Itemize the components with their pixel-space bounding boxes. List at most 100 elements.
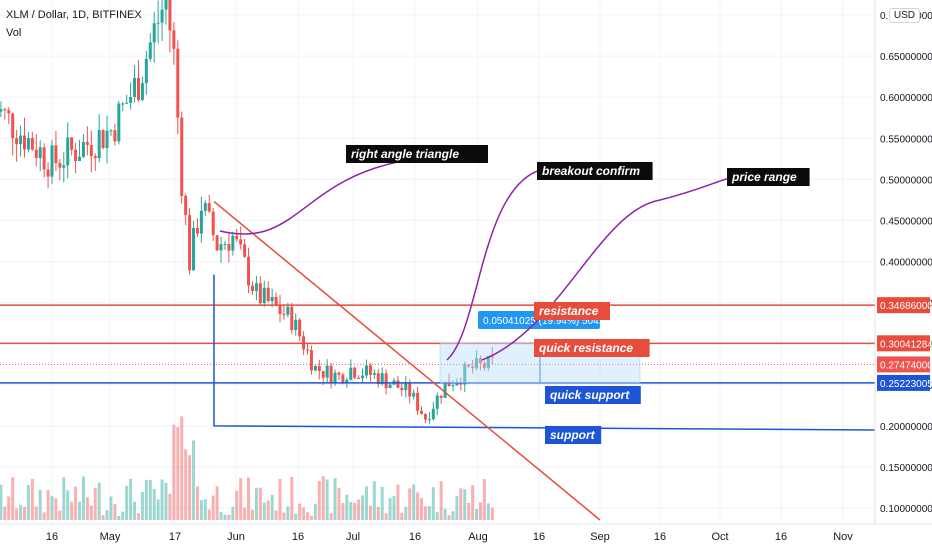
price-axis[interactable]: 0.700000000.650000000.600000000.55000000…: [874, 0, 932, 550]
time-tick-label: 17: [169, 531, 181, 543]
candle-body: [30, 137, 34, 150]
candle-body: [239, 239, 243, 245]
candle-body: [349, 367, 353, 380]
volume-bar: [274, 510, 278, 520]
volume-bar: [420, 498, 424, 520]
volume-bar: [408, 488, 412, 520]
measure-tooltip-text: 0.05041025 (19.94%) 5041025: [483, 316, 621, 327]
candle-body: [66, 137, 70, 166]
volume-bar: [467, 502, 471, 520]
candle-body: [475, 358, 479, 369]
range-label: price range: [731, 170, 797, 184]
volume-bar: [490, 507, 494, 520]
volume-bar: [435, 512, 439, 520]
candle-body: [353, 367, 357, 378]
candle-body: [81, 141, 85, 157]
volume-bar: [475, 508, 479, 520]
volume-bar: [34, 506, 38, 520]
volume-bar: [361, 495, 365, 520]
volume-bar: [247, 477, 251, 520]
candle-body: [160, 9, 164, 23]
volume-bar: [168, 493, 172, 520]
candle-body: [345, 379, 349, 384]
volume-bars: [0, 416, 494, 520]
candle-body: [113, 130, 117, 142]
volume-bar: [211, 495, 215, 520]
candle-body: [152, 23, 156, 43]
volume-bar: [58, 510, 62, 520]
volume-bar: [376, 507, 380, 520]
candle-body: [467, 364, 471, 367]
volume-bar: [46, 490, 50, 520]
candle-body: [290, 306, 294, 330]
price-tick-label: 0.60000000: [880, 93, 932, 104]
volume-bar: [133, 501, 137, 520]
volume-bar: [412, 484, 416, 520]
price-level-badge-text: 0.27474000: [880, 360, 932, 371]
volume-bar: [368, 505, 372, 520]
candle-body: [333, 372, 337, 384]
candle-body: [258, 283, 262, 304]
candle-body: [250, 285, 254, 291]
volume-bar: [345, 494, 349, 520]
candle-body: [156, 22, 160, 24]
time-tick-label: Jun: [227, 531, 245, 543]
candle-body: [298, 319, 302, 337]
quick-support-label: quick support: [550, 388, 630, 402]
candle-body: [396, 380, 400, 388]
volume-bar: [66, 490, 70, 520]
candle-body: [427, 419, 431, 421]
volume-bar: [176, 427, 180, 520]
volume-bar: [70, 501, 74, 520]
volume-bar: [459, 488, 463, 520]
candle-body: [408, 382, 412, 397]
volume-bar: [306, 512, 310, 520]
candle-body: [227, 243, 231, 251]
time-axis[interactable]: 16 May 17 Jun 16 Jul 16 Aug 16 Sep 16 Oct 16 Nov: [0, 523, 932, 543]
volume-bar: [317, 481, 321, 520]
candle-body: [58, 163, 62, 168]
volume-bar: [400, 512, 404, 520]
candle-body: [400, 387, 404, 391]
time-tick-label: 16: [533, 531, 545, 543]
price-tick-label: 0.10000000: [880, 504, 932, 515]
candle-body: [254, 283, 258, 291]
volume-bar: [129, 478, 133, 520]
candle-body: [447, 381, 451, 387]
currency-badge[interactable]: USD: [888, 8, 920, 23]
quick-resistance-label: quick resistance: [539, 341, 633, 355]
candle-body: [0, 109, 3, 112]
price-level-badge: [877, 335, 930, 352]
volume-bar: [290, 476, 294, 520]
triangle-label-bg: [346, 145, 488, 163]
candle-body: [412, 392, 416, 397]
volume-bar: [109, 496, 113, 520]
candle-body: [140, 83, 144, 101]
volume-bar: [431, 487, 435, 520]
breakout-label-bg: [537, 162, 653, 180]
candle-body: [172, 30, 176, 49]
candle-body: [215, 235, 219, 251]
volume-bar: [136, 513, 140, 520]
support-line: [213, 274, 876, 431]
volume-bar: [195, 486, 199, 520]
candle-body: [266, 287, 270, 302]
support-label: support: [550, 428, 596, 442]
volume-bar: [188, 455, 192, 520]
candle-body: [125, 102, 129, 104]
breakout-curve: [446, 169, 541, 361]
volume-bar: [302, 507, 306, 520]
time-tick-label: 16: [409, 531, 421, 543]
price-tick-label: 0.55000000: [880, 134, 932, 145]
candle-body: [482, 363, 486, 369]
triangle-label: right angle triangle: [351, 147, 459, 161]
volume-bar: [329, 513, 333, 520]
volume-bar: [353, 502, 357, 520]
candle-body: [74, 149, 78, 162]
price-tick-label: 0.45000000: [880, 216, 932, 227]
volume-bar: [349, 501, 353, 520]
volume-bar: [85, 497, 89, 520]
volume-bar: [160, 479, 164, 520]
candle-body: [121, 103, 125, 105]
